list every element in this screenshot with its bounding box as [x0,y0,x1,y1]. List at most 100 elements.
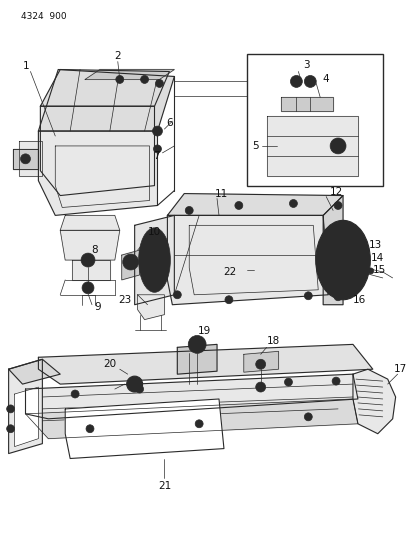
Text: 16: 16 [353,295,366,305]
Ellipse shape [337,251,349,269]
Ellipse shape [330,242,355,278]
Circle shape [85,257,91,263]
Circle shape [293,78,299,84]
Polygon shape [26,374,358,419]
Circle shape [256,359,266,369]
Circle shape [123,254,139,270]
Polygon shape [18,141,42,176]
Polygon shape [323,196,343,305]
Text: 11: 11 [214,189,228,199]
Text: 22: 22 [224,267,237,277]
Polygon shape [40,106,155,196]
Text: 20: 20 [103,359,116,369]
Circle shape [235,201,243,209]
Text: 10: 10 [148,227,161,237]
Circle shape [141,76,149,84]
Circle shape [195,420,203,428]
Circle shape [81,253,95,267]
Text: 23: 23 [118,295,132,305]
Circle shape [127,258,135,266]
Polygon shape [13,149,38,169]
Circle shape [307,78,313,84]
Polygon shape [167,215,328,305]
Text: 12: 12 [330,187,343,197]
Polygon shape [38,131,157,215]
Circle shape [173,291,181,299]
Ellipse shape [150,250,160,270]
Text: 13: 13 [369,240,382,250]
Polygon shape [40,69,169,106]
Circle shape [20,154,31,164]
Text: 5: 5 [252,141,259,151]
Polygon shape [167,193,343,215]
Circle shape [185,206,193,214]
Text: 7: 7 [153,151,160,161]
Circle shape [135,385,144,393]
Polygon shape [38,344,373,384]
Text: 2: 2 [115,51,121,61]
Circle shape [82,282,94,294]
Text: 4324  900: 4324 900 [20,12,66,21]
Circle shape [304,292,312,300]
Polygon shape [177,344,217,374]
Circle shape [127,376,142,392]
Circle shape [256,382,266,392]
Polygon shape [60,215,120,230]
Ellipse shape [316,220,370,300]
Polygon shape [65,399,224,458]
Circle shape [334,293,342,301]
Polygon shape [135,215,174,305]
Circle shape [284,378,293,386]
Circle shape [334,201,342,209]
Bar [247,54,383,185]
Circle shape [7,425,15,433]
Ellipse shape [144,238,165,282]
Circle shape [188,335,206,353]
Text: 21: 21 [158,481,171,491]
Ellipse shape [341,256,346,264]
Circle shape [290,76,302,87]
Circle shape [289,199,297,207]
Polygon shape [85,69,174,79]
Circle shape [86,425,94,433]
Polygon shape [9,359,60,384]
Circle shape [71,390,79,398]
Polygon shape [122,250,140,280]
Circle shape [192,340,202,349]
Polygon shape [281,98,333,111]
Polygon shape [60,230,120,260]
Text: 3: 3 [303,60,310,70]
Text: 6: 6 [166,118,173,128]
Circle shape [332,377,340,385]
Polygon shape [137,295,164,320]
Circle shape [368,268,374,274]
Ellipse shape [139,228,171,292]
Polygon shape [13,149,38,169]
Circle shape [155,79,164,87]
Text: 18: 18 [267,336,280,346]
Text: 14: 14 [371,253,384,263]
Text: 19: 19 [197,327,211,336]
Circle shape [131,380,139,388]
Circle shape [153,126,162,136]
Text: 9: 9 [95,302,101,312]
Text: 15: 15 [373,265,386,275]
Circle shape [304,76,316,87]
Polygon shape [9,359,42,454]
Text: 17: 17 [394,364,407,374]
Circle shape [330,138,346,154]
Polygon shape [72,260,110,280]
Polygon shape [26,399,358,439]
Polygon shape [244,351,279,372]
Circle shape [153,145,162,153]
Text: 1: 1 [23,61,30,70]
Text: 4: 4 [323,75,330,84]
Text: 8: 8 [92,245,98,255]
Polygon shape [15,387,38,447]
Polygon shape [38,69,174,131]
Polygon shape [267,116,358,176]
Circle shape [304,413,312,421]
Polygon shape [353,369,396,434]
Circle shape [225,296,233,304]
Circle shape [116,76,124,84]
